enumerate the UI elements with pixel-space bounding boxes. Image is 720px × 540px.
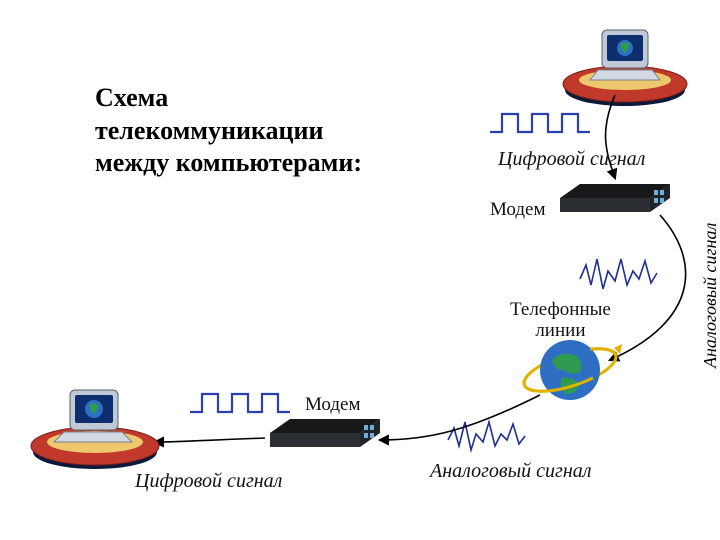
analog-wave-top xyxy=(580,259,657,289)
diagram-canvas: Схема телекоммуникации между компьютерам… xyxy=(0,0,720,540)
digital-wave-top xyxy=(490,114,590,132)
edge-modem-to-pc-bot xyxy=(155,438,265,442)
label-digital-bottom: Цифровой сигнал xyxy=(135,470,282,492)
label-analog-bottom: Аналоговый сигнал xyxy=(430,460,591,482)
computer-bottom xyxy=(31,390,159,469)
label-analog-vertical: Аналоговый сигнал xyxy=(700,223,720,368)
label-digital-top: Цифровой сигнал xyxy=(498,148,645,170)
modem-bottom xyxy=(270,419,380,447)
digital-wave-bottom xyxy=(190,394,290,412)
edge-modem-to-globe xyxy=(610,215,686,360)
diagram-svg xyxy=(0,0,720,540)
label-modem-top: Модем xyxy=(490,200,546,221)
globe-icon xyxy=(519,340,622,400)
label-modem-bottom: Модем xyxy=(305,395,361,416)
analog-wave-bottom xyxy=(448,422,525,450)
label-phone-lines: Телефонные линии xyxy=(510,300,611,342)
modem-top xyxy=(560,184,670,212)
computer-top xyxy=(563,30,687,106)
